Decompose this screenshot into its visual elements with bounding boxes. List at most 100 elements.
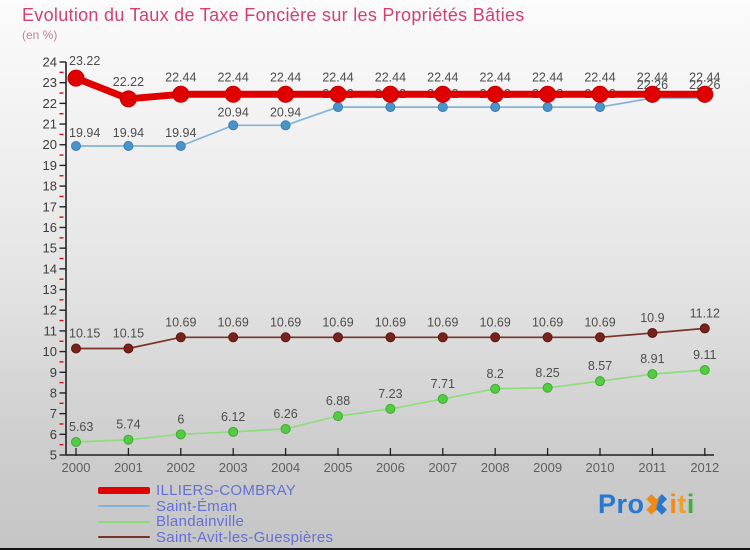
- data-point: [595, 332, 605, 343]
- data-point: [175, 140, 186, 151]
- x-tick-label: 2006: [376, 460, 405, 474]
- logo-text-pro: Pro: [598, 489, 645, 519]
- data-label: 22.26: [637, 78, 668, 92]
- data-point: [539, 85, 557, 103]
- data-label: 5.63: [69, 420, 93, 434]
- data-label: 10.15: [113, 326, 144, 340]
- data-label: 10.69: [427, 315, 458, 329]
- data-point: [228, 332, 239, 343]
- x-tick-label: 2011: [638, 460, 666, 474]
- y-tick-label: 10: [43, 344, 57, 359]
- data-point: [71, 436, 81, 447]
- y-tick-label: 8: [50, 385, 57, 400]
- legend-swatch: [98, 520, 150, 523]
- data-label: 22.44: [165, 70, 196, 84]
- data-point: [437, 332, 448, 343]
- data-label: 22.44: [375, 70, 406, 84]
- data-label: 8.91: [640, 352, 664, 366]
- data-point: [490, 102, 501, 113]
- legend-swatch: [98, 536, 150, 539]
- series-Saint-Avit-les-Guespières: 10.15 10.15 10.69 10.69 10.69 10.69 10.69 10.69…: [69, 306, 720, 354]
- data-point: [595, 102, 605, 113]
- data-point: [643, 85, 661, 103]
- proxiti-logo: Pro✖iti: [598, 488, 695, 523]
- data-point: [434, 85, 452, 103]
- x-tick-label: 2007: [428, 460, 457, 474]
- data-label: 10.9: [640, 311, 664, 325]
- data-point: [696, 85, 714, 103]
- data-point: [280, 120, 291, 131]
- axes: 5 6 7 8 9 10 11 12 13 14 15 16 17 18 19 20 21 22 23 24 2000 2…: [43, 55, 720, 475]
- data-label: 22.44: [427, 70, 458, 84]
- series-ILLIERS-COMBRAY: 23.22 22.22 22.44 22.44 22.44 22.44 22.44 22.44…: [67, 54, 720, 108]
- data-point: [542, 332, 553, 343]
- y-tick-label: 16: [43, 220, 57, 235]
- data-point: [175, 332, 186, 343]
- data-label: 10.69: [165, 315, 196, 329]
- data-label: 9.11: [693, 348, 716, 362]
- y-tick-label: 20: [43, 137, 57, 152]
- data-point: [542, 382, 553, 393]
- data-label: 22.44: [689, 70, 720, 84]
- legend-label: Saint-Éman: [156, 497, 238, 515]
- data-point: [490, 383, 501, 394]
- data-label: 8.57: [588, 359, 612, 373]
- data-point: [123, 140, 134, 151]
- data-point: [228, 426, 239, 437]
- data-label: 22.44: [584, 70, 615, 84]
- data-label: 11.12: [690, 306, 720, 320]
- chart-unit-subtitle: (en %): [22, 28, 58, 42]
- y-tick-label: 6: [50, 427, 57, 442]
- y-tick-label: 9: [50, 365, 57, 380]
- y-tick-label: 5: [50, 448, 57, 463]
- data-label: 10.69: [322, 315, 353, 329]
- data-label: 20.94: [218, 105, 249, 119]
- data-label: 7.23: [378, 387, 402, 401]
- x-tick-label: 2003: [219, 460, 248, 474]
- data-label: 10.69: [584, 315, 615, 329]
- legend-swatch: [98, 505, 150, 508]
- data-label: 6.88: [326, 394, 350, 408]
- x-tick-label: 2005: [324, 460, 353, 474]
- data-label: 6.26: [273, 407, 297, 421]
- data-label: 19.94: [165, 126, 196, 140]
- data-point: [437, 393, 448, 404]
- y-tick-label: 23: [43, 75, 57, 90]
- x-tick-label: 2010: [586, 460, 615, 474]
- data-label: 5.74: [116, 418, 140, 432]
- data-point: [280, 423, 291, 434]
- data-point: [486, 85, 504, 103]
- data-point: [123, 343, 134, 354]
- data-label: 19.94: [113, 126, 144, 140]
- bottom-border: [0, 548, 750, 550]
- data-point: [381, 85, 399, 103]
- data-label: 8.2: [487, 367, 504, 381]
- data-point: [67, 69, 85, 87]
- y-tick-label: 12: [43, 303, 57, 318]
- y-tick-label: 14: [43, 261, 57, 276]
- data-point: [71, 343, 81, 354]
- data-label: 23.22: [69, 54, 100, 68]
- legend-label: Saint-Avit-les-Guespières: [156, 528, 334, 546]
- data-label: 8.25: [535, 366, 559, 380]
- data-point: [329, 85, 347, 103]
- page-title: Evolution du Taux de Taxe Foncière sur l…: [22, 5, 525, 25]
- data-label: 22.44: [270, 70, 301, 84]
- data-label: 22.26: [689, 78, 720, 92]
- data-label: 22.44: [218, 70, 249, 84]
- data-label: 22.44: [322, 70, 353, 84]
- data-point: [542, 102, 553, 113]
- data-label: 10.69: [480, 315, 511, 329]
- logo-x-icon: ✖: [644, 490, 670, 522]
- data-label: 20.94: [270, 105, 301, 119]
- data-label: 6.12: [221, 410, 245, 424]
- x-tick-label: 2012: [690, 460, 719, 474]
- legend-label: Blandainville: [156, 513, 245, 531]
- data-point: [385, 403, 396, 414]
- data-point: [71, 140, 81, 151]
- data-label: 22.44: [532, 70, 563, 84]
- data-point: [490, 332, 501, 343]
- y-tick-label: 7: [50, 406, 57, 421]
- legend-item: Saint-Éman: [98, 499, 333, 515]
- data-point: [591, 85, 609, 103]
